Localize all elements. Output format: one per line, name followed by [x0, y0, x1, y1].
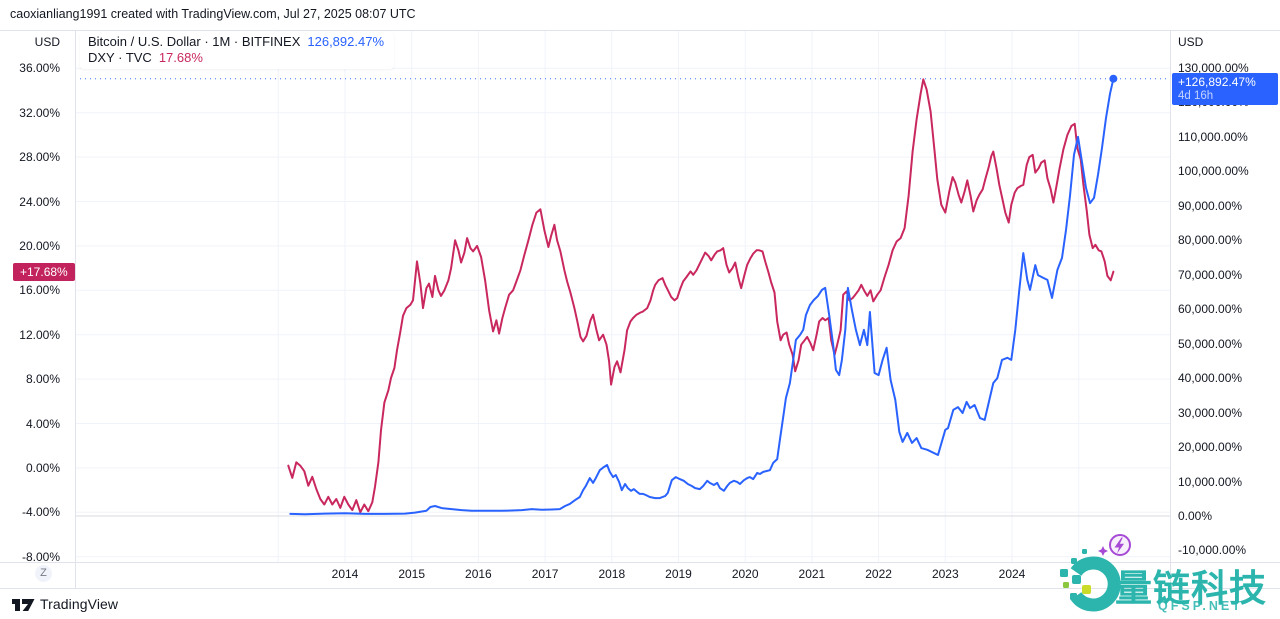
watermark-logo-icon: [1060, 549, 1121, 612]
time-axis-year-label: 2024: [998, 567, 1026, 581]
left-axis-tick: 12.00%: [19, 327, 60, 342]
right-axis-tick: -10,000.00%: [1178, 543, 1247, 558]
left-axis-tick: 32.00%: [19, 105, 60, 120]
left-axis-tick: -4.00%: [21, 505, 60, 520]
left-axis-tick: 4.00%: [25, 416, 60, 431]
time-axis-year-label: 2015: [398, 567, 426, 581]
time-axis-top-border: [0, 562, 1280, 563]
time-axis-year-label: 2023: [931, 567, 959, 581]
left-axis-tick: 16.00%: [19, 283, 60, 298]
tradingview-brand-text[interactable]: TradingView: [40, 596, 119, 612]
time-axis-year-label: 2014: [331, 567, 359, 581]
left-axis-tick: 8.00%: [25, 372, 60, 387]
legend-panel: Bitcoin / U.S. Dollar · 1M · BITFINEX 126…: [80, 32, 394, 69]
right-axis-tick: 100,000.00%: [1178, 164, 1249, 179]
legend-last-value-dxy: 17.68%: [158, 49, 203, 65]
left-axis-tick: -8.00%: [21, 549, 60, 564]
time-axis-year-label: 2017: [531, 567, 559, 581]
legend-row-dxy[interactable]: DXY · TVC 17.68%: [88, 50, 384, 66]
left-axis-tick: 28.00%: [19, 150, 60, 165]
attribution-text: caoxianliang1991 created with TradingVie…: [10, 7, 416, 21]
right-axis-tick: 70,000.00%: [1178, 267, 1243, 282]
right-axis-tick: 110,000.00%: [1178, 129, 1248, 144]
flash-boost-icon: [1098, 534, 1131, 556]
chart-bottom-border: [0, 588, 1280, 589]
tradingview-logo-icon[interactable]: [11, 595, 37, 615]
right-axis-tick: 30,000.00%: [1178, 405, 1243, 420]
legend-symbol-title-dxy: DXY · TVC: [88, 49, 152, 65]
pane-top-border: [0, 30, 1280, 31]
left-axis-tick: 36.00%: [19, 61, 60, 76]
time-axis-year-label: 2016: [465, 567, 492, 581]
right-scale-border: [1170, 30, 1171, 588]
left-price-scale[interactable]: USD 36.00% 32.00% 28.00% 24.00% 20.00% 16.00%…: [0, 30, 66, 564]
watermark-subtitle: QFSP.NET: [1158, 599, 1243, 613]
btc-badge-value: +126,892.47%: [1178, 74, 1256, 89]
left-axis-tick: 0.00%: [25, 460, 60, 475]
btc-price-badge: +126,892.47% 4d 16h: [1172, 72, 1278, 105]
dxy-price-badge: +17.68%: [13, 262, 75, 281]
right-axis-tick: 80,000.00%: [1178, 233, 1243, 248]
watermark-title: 量链科技: [1115, 568, 1267, 609]
time-axis-year-label: 2018: [598, 567, 626, 581]
left-axis-tick: 20.00%: [19, 238, 60, 253]
right-price-scale[interactable]: USD 130,000.00%120,000.00%110,000.00%100…: [1178, 30, 1278, 562]
left-axis-currency-label: USD: [34, 35, 60, 49]
right-axis-tick: 0.00%: [1178, 509, 1213, 523]
time-axis-year-label: 2022: [865, 567, 892, 581]
right-axis-tick: 90,000.00%: [1178, 198, 1243, 213]
legend-last-value-btc: 126,892.47%: [307, 34, 384, 49]
right-axis-tick: 130,000.00%: [1178, 60, 1249, 75]
time-axis-year-label: 2019: [665, 567, 692, 581]
right-axis-tick: 10,000.00%: [1178, 474, 1243, 489]
left-axis-tick: 24.00%: [19, 194, 60, 209]
watermark: 量链科技 QFSP.NET: [1058, 535, 1280, 619]
time-axis-year-label: 2021: [798, 567, 826, 581]
btc-badge-countdown: 4d 16h: [1178, 89, 1214, 102]
right-axis-currency-label: USD: [1178, 35, 1204, 49]
time-axis-year-label: 2020: [731, 567, 759, 581]
right-axis-tick: 60,000.00%: [1178, 302, 1243, 317]
zoom-reset-button[interactable]: Z: [35, 565, 52, 582]
right-axis-tick: 40,000.00%: [1178, 371, 1243, 386]
legend-row-btcusd[interactable]: Bitcoin / U.S. Dollar · 1M · BITFINEX 126…: [88, 34, 384, 50]
legend-symbol-title: Bitcoin / U.S. Dollar · 1M · BITFINEX: [88, 34, 301, 49]
right-axis-tick: 50,000.00%: [1178, 336, 1243, 351]
time-scale[interactable]: 2014 2015 2016 2017 2018 2019 2020 2021 2022 2023…: [0, 562, 1280, 588]
left-scale-border: [75, 30, 76, 588]
right-axis-tick: 20,000.00%: [1178, 440, 1243, 455]
